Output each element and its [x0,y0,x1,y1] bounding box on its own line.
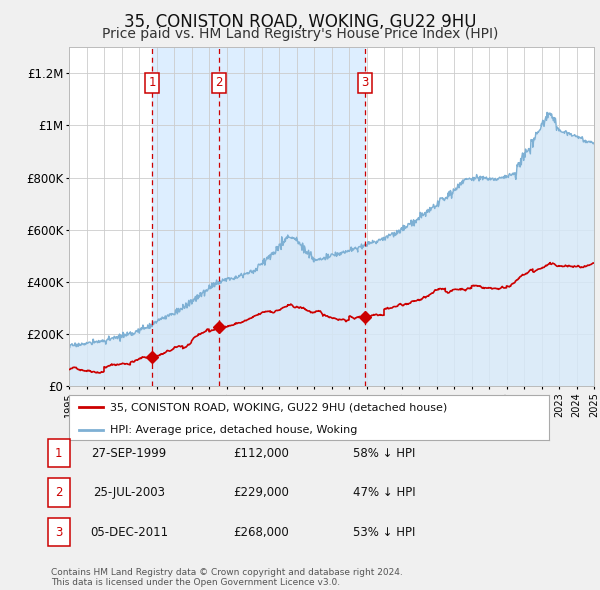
Text: 1: 1 [148,76,155,89]
Text: 2: 2 [215,76,223,89]
Text: 35, CONISTON ROAD, WOKING, GU22 9HU (detached house): 35, CONISTON ROAD, WOKING, GU22 9HU (det… [110,402,447,412]
Text: 25-JUL-2003: 25-JUL-2003 [93,486,165,499]
Bar [152,47,365,386]
Text: £112,000: £112,000 [233,447,289,460]
Text: Price paid vs. HM Land Registry's House Price Index (HPI): Price paid vs. HM Land Registry's House … [102,27,498,41]
Text: 35, CONISTON ROAD, WOKING, GU22 9HU: 35, CONISTON ROAD, WOKING, GU22 9HU [124,13,476,31]
Text: Contains HM Land Registry data © Crown copyright and database right 2024.
This d: Contains HM Land Registry data © Crown c… [51,568,403,587]
Text: 3: 3 [55,526,62,539]
Text: 2: 2 [55,486,62,499]
Text: 58% ↓ HPI: 58% ↓ HPI [353,447,415,460]
Text: 3: 3 [361,76,369,89]
Text: 47% ↓ HPI: 47% ↓ HPI [353,486,415,499]
Text: 05-DEC-2011: 05-DEC-2011 [90,526,168,539]
Text: HPI: Average price, detached house, Woking: HPI: Average price, detached house, Woki… [110,425,357,435]
Text: 53% ↓ HPI: 53% ↓ HPI [353,526,415,539]
Text: 1: 1 [55,447,62,460]
Text: £229,000: £229,000 [233,486,289,499]
Text: 27-SEP-1999: 27-SEP-1999 [91,447,167,460]
Text: £268,000: £268,000 [233,526,289,539]
